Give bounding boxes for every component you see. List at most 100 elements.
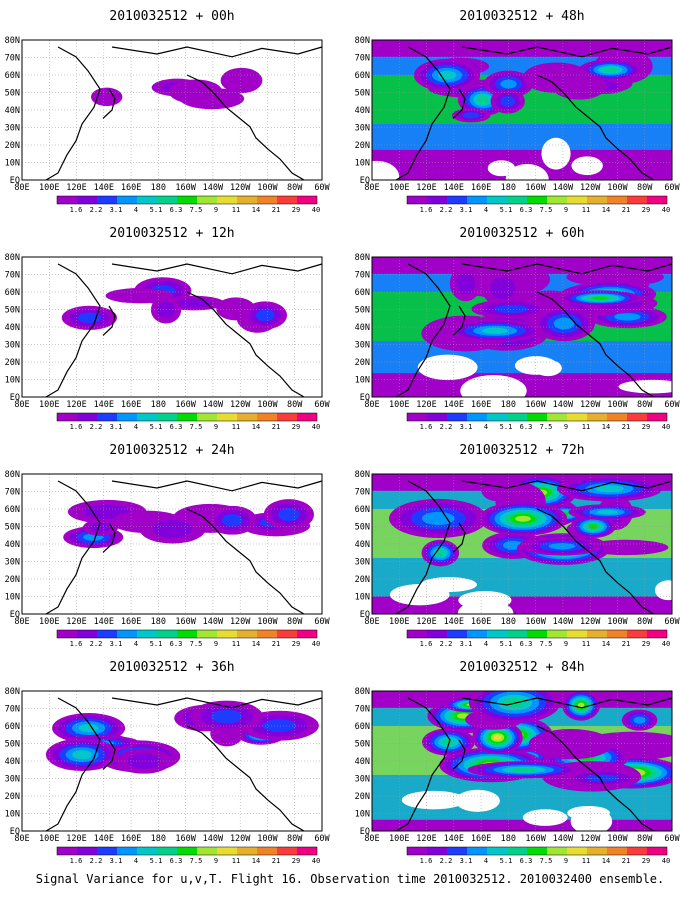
colorbar-level-label: 5.1	[500, 640, 513, 648]
colorbar-swatch	[177, 196, 197, 204]
colorbar-swatch	[57, 196, 77, 204]
lat-tick-label: 40N	[355, 106, 370, 116]
colorbar-swatch	[117, 630, 137, 638]
panel-72h: 2010032512 + 72h EQ 10N 20N 30N 40N 50N 60N 70N 8…	[355, 443, 681, 648]
lat-tick-label: EQ	[360, 176, 370, 186]
colorbar-level-label: 29	[642, 640, 650, 648]
lon-tick-label: 120W	[580, 617, 601, 627]
coastline	[461, 46, 673, 58]
colorbar: 1.6 2.2 3.1 4 5.1 6.3 7.5 9 11 14 21 29 40	[56, 629, 320, 648]
colorbar-swatch	[547, 630, 567, 638]
colorbar-swatch	[587, 630, 607, 638]
lat-tick-label: 70N	[5, 488, 20, 498]
colorbar-swatch	[467, 847, 487, 855]
lon-tick-label: 100W	[607, 834, 628, 844]
figure-caption: Signal Variance for u,v,T. Flight 16. Ob…	[35, 872, 665, 886]
colorbar-level-label: 11	[582, 206, 590, 214]
panel-title: 2010032512 + 48h	[459, 9, 584, 24]
colorbar-level-label: 1.6	[70, 640, 83, 648]
lat-tick-label: EQ	[360, 393, 370, 403]
lat-tick-label: 20N	[355, 141, 370, 151]
lon-tick-label: 60W	[664, 400, 680, 410]
colorbar-swatch	[587, 196, 607, 204]
variance-field	[372, 40, 672, 180]
panel-60h: 2010032512 + 60h EQ 10N 20N 30N 40N 50N 60N 70N 8…	[355, 226, 681, 431]
lon-tick-label: 120E	[416, 834, 436, 844]
colorbar-level-label: 6.3	[520, 640, 533, 648]
lon-tick-label: 100E	[39, 400, 59, 410]
colorbar-swatch	[117, 196, 137, 204]
lon-tick-label: 100W	[257, 834, 278, 844]
coastline	[111, 263, 323, 275]
colorbar-level-label: 40	[312, 423, 320, 431]
colorbar: 1.6 2.2 3.1 4 5.1 6.3 7.5 9 11 14 21 29 40	[406, 846, 670, 865]
lon-tick-label: 120W	[580, 183, 601, 193]
lon-tick-label: 140E	[444, 834, 464, 844]
lat-tick-label: 30N	[5, 341, 20, 351]
variance-field	[372, 474, 672, 614]
colorbar-swatch	[97, 413, 117, 421]
lon-tick-label: 80E	[14, 400, 29, 410]
colorbar-level-label: 14	[602, 423, 610, 431]
colorbar-level-label: 11	[582, 423, 590, 431]
lon-tick-label: 100E	[39, 183, 59, 193]
coastline	[45, 263, 101, 398]
colorbar-level-label: 2.2	[440, 423, 453, 431]
lon-tick-label: 120E	[416, 400, 436, 410]
lon-tick-label: 100W	[607, 183, 628, 193]
lon-tick-label: 100W	[257, 183, 278, 193]
variance-field	[63, 499, 314, 549]
colorbar: 1.6 2.2 3.1 4 5.1 6.3 7.5 9 11 14 21 29 40	[56, 195, 320, 214]
lon-tick-label: 60W	[314, 183, 330, 193]
coastline	[395, 46, 451, 181]
lon-tick-label: 100E	[389, 400, 409, 410]
coastline	[461, 263, 673, 275]
colorbar-level-label: 7.5	[540, 423, 553, 431]
colorbar-swatch	[177, 413, 197, 421]
lon-tick-label: 100W	[257, 400, 278, 410]
lon-tick-label: 80E	[14, 617, 29, 627]
panel-title: 2010032512 + 84h	[459, 660, 584, 675]
colorbar-swatch	[427, 630, 447, 638]
colorbar-level-label: 1.6	[420, 640, 433, 648]
lon-tick-label: 140W	[203, 617, 224, 627]
lat-tick-label: 30N	[355, 124, 370, 134]
lat-tick-label: 60N	[5, 71, 20, 81]
colorbar-level-label: 21	[272, 423, 280, 431]
coastline	[186, 291, 305, 398]
lat-tick-label: 70N	[355, 705, 370, 715]
colorbar-swatch	[137, 630, 157, 638]
map-frame	[21, 473, 323, 615]
lat-tick-label: 50N	[355, 306, 370, 316]
colorbar-level-label: 3.1	[460, 857, 473, 865]
lat-tick-label: EQ	[360, 610, 370, 620]
lon-tick-label: 80W	[637, 183, 653, 193]
lat-tick-label: 80N	[355, 687, 370, 697]
lat-tick-label: 30N	[5, 558, 20, 568]
lat-tick-label: 60N	[5, 505, 20, 515]
lon-tick-label: 140E	[94, 183, 114, 193]
panel-title: 2010032512 + 72h	[459, 443, 584, 458]
colorbar-level-label: 4	[484, 640, 488, 648]
colorbar-swatch	[447, 847, 467, 855]
colorbar-swatch	[297, 630, 317, 638]
colorbar-swatch	[647, 413, 667, 421]
lon-tick-label: 60W	[314, 400, 330, 410]
lat-tick-label: 70N	[5, 54, 20, 64]
colorbar-swatch	[57, 413, 77, 421]
lat-tick-label: 20N	[5, 358, 20, 368]
colorbar-swatch	[197, 630, 217, 638]
colorbar-swatch	[467, 630, 487, 638]
colorbar-level-label: 40	[662, 640, 670, 648]
colorbar-level-label: 40	[662, 206, 670, 214]
lat-tick-label: 60N	[355, 722, 370, 732]
lon-tick-label: 140W	[553, 183, 574, 193]
colorbar-level-label: 2.2	[440, 857, 453, 865]
panel-title: 2010032512 + 00h	[109, 9, 234, 24]
lat-tick-label: 30N	[355, 341, 370, 351]
lon-tick-label: 120E	[66, 400, 86, 410]
colorbar: 1.6 2.2 3.1 4 5.1 6.3 7.5 9 11 14 21 29 40	[406, 412, 670, 431]
panel-00h: 2010032512 + 00h EQ 10N 20N 30N 40N 50N 60N 70N 8…	[5, 9, 331, 214]
colorbar-level-label: 11	[232, 640, 240, 648]
lat-tick-label: 40N	[5, 106, 20, 116]
